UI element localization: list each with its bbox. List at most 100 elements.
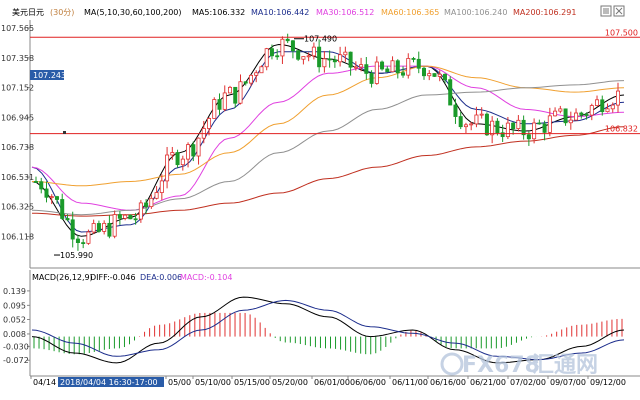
- candle-up: [406, 58, 411, 76]
- candle-up: [196, 137, 201, 157]
- candle-down: [117, 214, 122, 219]
- candle-up: [186, 144, 191, 160]
- macd-tick-label: 0.095: [3, 301, 26, 310]
- candle-up: [311, 46, 316, 57]
- candle-up: [474, 114, 479, 125]
- candle-up: [138, 202, 143, 220]
- macd-axis: 0.139 0.095 0.052 0.008 -0.030 -0.072: [3, 287, 30, 365]
- candle-down: [537, 122, 542, 125]
- candle-down: [600, 99, 605, 113]
- current-price-tag: 107.243: [30, 70, 66, 80]
- candle-down: [500, 132, 505, 138]
- candle-down: [411, 58, 416, 60]
- candle-down: [44, 188, 49, 198]
- candle-up: [547, 115, 552, 133]
- candle-down: [448, 79, 453, 106]
- candle-down: [369, 73, 374, 84]
- candle-down: [458, 116, 463, 128]
- candle-down: [275, 55, 280, 58]
- candle-down: [81, 242, 86, 244]
- candle-down: [144, 202, 149, 208]
- candle-up: [248, 74, 253, 84]
- candle-up: [123, 214, 128, 219]
- candle-down: [133, 218, 138, 221]
- timeframe-label: (30分): [50, 8, 74, 17]
- macd-label: MACD(26,12,9): [32, 273, 93, 282]
- candle-up: [180, 158, 185, 166]
- macd-dea-line: [31, 299, 625, 361]
- candle-down: [584, 114, 589, 116]
- time-tick-label: 06/16/00: [430, 378, 466, 387]
- macd-lines: [31, 296, 625, 364]
- candle-down: [296, 50, 301, 60]
- price-tick-label: 107.152: [1, 83, 34, 92]
- time-tick-label: 05/20/00: [272, 378, 308, 387]
- time-tick-label: 06/01/00: [314, 378, 350, 387]
- candle-up: [595, 99, 600, 106]
- macd-dea-value: DEA:0.006: [140, 273, 182, 282]
- candle-down: [107, 222, 112, 237]
- time-tick-label: 09/12/00: [590, 378, 626, 387]
- candle-down: [432, 73, 437, 77]
- candle-up: [149, 197, 154, 208]
- settings-icon[interactable]: [600, 5, 612, 17]
- ma30-value: MA30:106.512: [316, 8, 374, 17]
- macd-diff-value: DIFF:-0.046: [90, 273, 136, 282]
- candle-up: [568, 119, 573, 124]
- candle-down: [75, 238, 80, 243]
- candle-up: [610, 104, 615, 110]
- candle-down: [317, 46, 322, 68]
- candle-up: [505, 122, 510, 138]
- candle-down: [233, 86, 238, 104]
- time-tick-label: 06/06/00: [350, 378, 386, 387]
- price-tick-label: 106.945: [1, 113, 34, 122]
- price-annotations: 107.490 105.990: [54, 35, 337, 260]
- candle-down: [290, 40, 295, 52]
- candle-down: [332, 59, 337, 63]
- candle-down: [385, 68, 390, 73]
- candle-up: [49, 196, 54, 198]
- low-annotation-label: 105.990: [60, 251, 93, 260]
- close-icon[interactable]: [613, 5, 625, 17]
- candle-up: [469, 123, 474, 126]
- price-panel: 107.565 107.358 107.152 106.945 106.738 106.5…: [1, 20, 640, 269]
- candle-down: [269, 48, 274, 57]
- crosshair-marker: [63, 131, 66, 134]
- candle-down: [495, 120, 500, 134]
- candle-down: [65, 218, 70, 221]
- candle-up: [227, 86, 232, 94]
- crosshair-time-tag: [58, 377, 164, 387]
- candle-down: [380, 61, 385, 70]
- candle-down: [70, 219, 75, 240]
- candle-up: [306, 55, 311, 58]
- candle-up: [159, 180, 164, 193]
- price-tick-label: 107.358: [1, 54, 34, 63]
- candle-up: [91, 223, 96, 233]
- candle-down: [128, 214, 133, 220]
- candle-up: [463, 124, 468, 128]
- horizontal-lines: 107.500 106.832: [30, 28, 640, 135]
- candle-up: [437, 73, 442, 77]
- price-tick-label: 106.325: [1, 203, 34, 212]
- candle-down: [401, 72, 406, 76]
- candle-down: [217, 99, 222, 110]
- time-tick-label: 06/11/00: [392, 378, 428, 387]
- time-tick-label: 05/00: [168, 378, 191, 387]
- candle-down: [34, 181, 39, 183]
- time-tick-label: 06/21/00: [470, 378, 506, 387]
- ma-label: MA(5,10,30,60,100,200): [84, 8, 182, 17]
- candle-up: [574, 112, 579, 121]
- ma10-value: MA10:106.442: [251, 8, 309, 17]
- time-tick-label: 07/02/00: [510, 378, 546, 387]
- candle-down: [60, 199, 65, 219]
- time-axis: 04/14 2018/04/04 16:30-17:00 05/00 05/10/00…: [0, 375, 640, 400]
- price-tick-label: 106.118: [1, 233, 34, 242]
- candle-up: [359, 64, 364, 68]
- candle-down: [327, 58, 332, 61]
- time-tick-label: 05/10/00: [195, 378, 231, 387]
- macd-tick-label: 0.139: [3, 287, 26, 296]
- candle-down: [511, 122, 516, 129]
- candle-up: [553, 110, 558, 117]
- ma200-value: MA200:106.291: [513, 8, 576, 17]
